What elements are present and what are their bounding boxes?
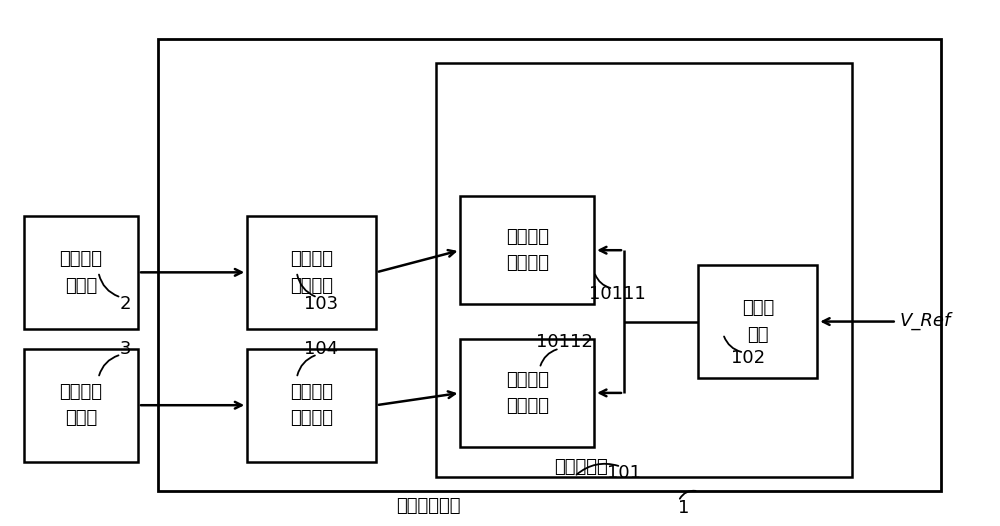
Text: 10112: 10112	[536, 333, 593, 351]
Text: 101: 101	[607, 463, 641, 482]
Text: 第二模数
转换模块: 第二模数 转换模块	[506, 371, 549, 415]
Text: 2: 2	[119, 295, 131, 313]
Bar	[698, 265, 817, 378]
Text: 102: 102	[731, 349, 765, 368]
Text: 第二电流
滤波电路: 第二电流 滤波电路	[290, 383, 333, 428]
Bar	[24, 349, 138, 462]
Bar	[460, 196, 594, 305]
Text: 中央处理器: 中央处理器	[555, 458, 608, 476]
Text: 1: 1	[678, 499, 689, 517]
Text: 第一电流
传感器: 第一电流 传感器	[60, 250, 103, 295]
Bar	[460, 339, 594, 447]
Bar	[24, 216, 138, 329]
Bar	[247, 216, 376, 329]
Text: 103: 103	[304, 295, 339, 313]
Text: V_Ref: V_Ref	[900, 312, 951, 330]
Text: 电池控制单元: 电池控制单元	[396, 497, 460, 515]
Text: 基准电
压源: 基准电 压源	[742, 299, 774, 344]
Bar	[247, 349, 376, 462]
Text: 104: 104	[304, 340, 339, 358]
Text: 10111: 10111	[589, 286, 645, 304]
Text: 第一模数
转换模块: 第一模数 转换模块	[506, 228, 549, 272]
Text: 3: 3	[119, 340, 131, 358]
Bar	[158, 38, 941, 491]
Bar	[436, 63, 852, 477]
Text: 第二电流
传感器: 第二电流 传感器	[60, 383, 103, 428]
Text: 第一电流
滤波电路: 第一电流 滤波电路	[290, 250, 333, 295]
